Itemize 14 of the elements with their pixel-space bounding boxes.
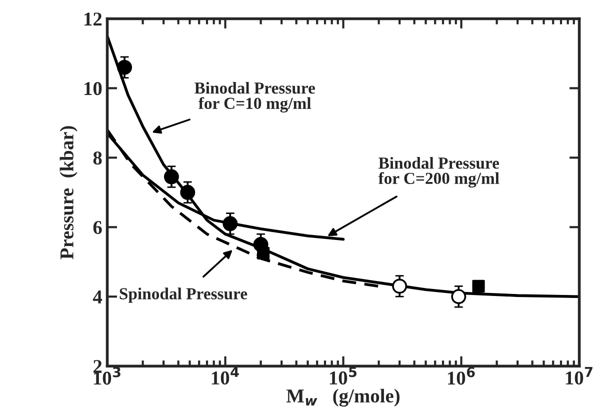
annotation: Binodal Pressure for C=10 mg/ml bbox=[194, 82, 315, 112]
x-tick-label: 10$^{7}$ bbox=[566, 366, 592, 385]
y-axis-title: Pressure (kbar) bbox=[60, 126, 78, 260]
annotation: Binodal Pressure for C=200 mg/ml bbox=[378, 157, 500, 188]
y-tick-label: 4 bbox=[92, 290, 102, 304]
y-tick-label: 2 bbox=[94, 360, 102, 373]
y-tick-label: 8 bbox=[93, 151, 102, 165]
annotation: Spinodal Pressure bbox=[120, 288, 248, 303]
x-tick-label: 10$^{6}$ bbox=[448, 366, 475, 385]
x-axis-title: M$_{w}$ (g/mole) bbox=[286, 388, 400, 407]
x-tick-label: 10$^{4}$ bbox=[212, 366, 239, 385]
y-tick-label: 10 bbox=[84, 82, 102, 96]
y-tick-label: 6 bbox=[93, 221, 102, 234]
y-tick-label: 12 bbox=[84, 12, 102, 26]
